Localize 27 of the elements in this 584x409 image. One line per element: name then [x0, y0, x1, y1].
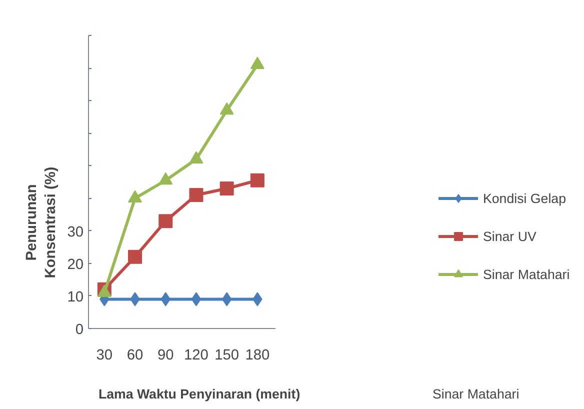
- x-tick-label: 90: [157, 348, 174, 364]
- x-axis-title: Lama Waktu Penyinaran (menit): [98, 386, 300, 402]
- point: [158, 214, 173, 228]
- legend-label: Sinar Matahari: [483, 266, 570, 282]
- point: [250, 173, 264, 188]
- point: [250, 56, 264, 70]
- point: [128, 250, 142, 264]
- y-tick-label: 10: [67, 289, 84, 306]
- point: [158, 172, 173, 185]
- point: [191, 292, 202, 306]
- y-tick-label: 20: [67, 256, 84, 273]
- text: Sinar Matahari: [432, 386, 520, 402]
- y-tick-label: 0: [75, 322, 84, 338]
- point: [220, 182, 234, 196]
- legend-label: Sinar UV: [483, 228, 536, 244]
- x-tick-label: 30: [96, 348, 113, 364]
- point: [189, 151, 204, 164]
- y-axis-title: Penurunan Konsentrasi (%): [24, 166, 60, 278]
- point: [128, 190, 142, 203]
- x-tick-label: 60: [126, 348, 144, 364]
- point: [220, 102, 234, 115]
- x-tick-label: 120: [184, 348, 208, 364]
- y-tick-label: 30: [67, 224, 84, 240]
- x-tick-label: 180: [245, 348, 270, 364]
- x-tick-label: 150: [214, 348, 240, 364]
- point: [189, 188, 204, 202]
- legend-label: Kondisi Gelap: [483, 190, 566, 206]
